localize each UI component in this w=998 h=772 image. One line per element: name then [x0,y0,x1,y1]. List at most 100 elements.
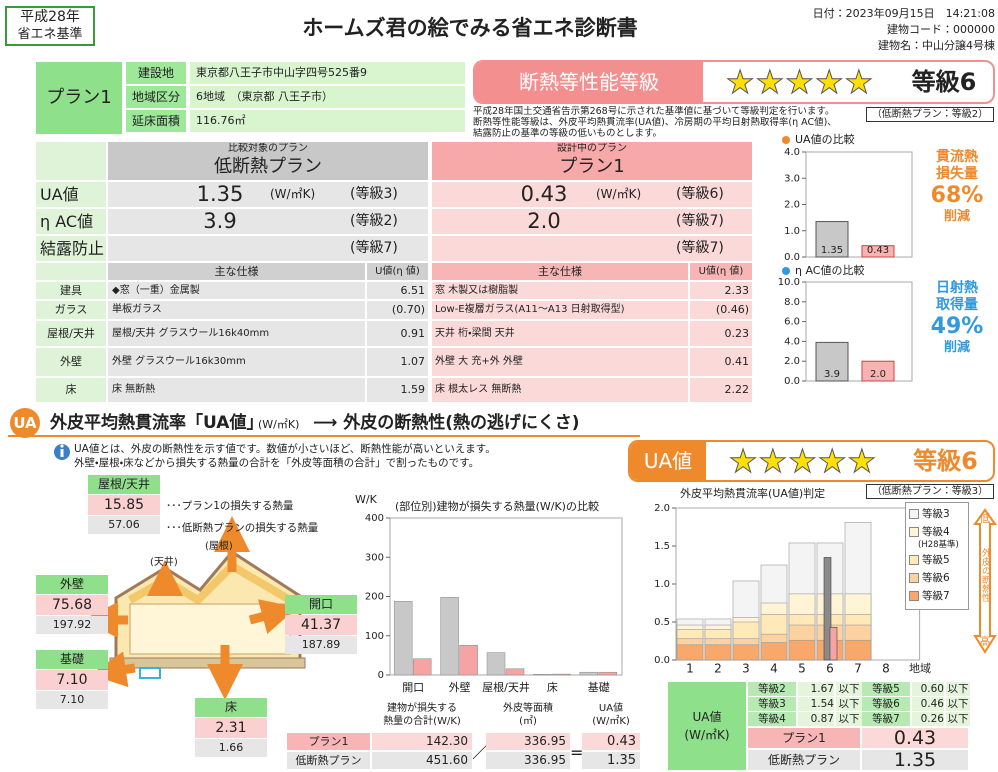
operator: ／ [472,738,486,768]
x-tick-label: 6 [826,662,834,676]
value: 336.95 [486,752,570,769]
grade-cell: 以下 [946,697,970,711]
heading: ⟶ 外皮の断熱性(熱の逃げにくさ) [313,413,580,433]
y-tick-label: 1.5 [654,541,670,552]
grade: 等級6 [913,447,978,475]
era: 平成28年 [20,9,80,25]
scale-note: 外皮の断熱性 [980,548,990,602]
plan-header: 低断熱プラン [214,156,322,177]
plan-label: 低断熱プラン [748,750,860,770]
y-tick-label: 0.0 [654,655,670,666]
grade-cell: 等級3 [748,697,796,711]
tag: （低断熱プラン：等級2） [866,107,994,122]
standard: 省エネ基準 [17,27,83,42]
cell [108,236,428,261]
grade-cell: 等級7 [862,712,910,726]
low-value: 7.10 [36,691,108,709]
plan-value: 116.76㎡ [190,110,465,132]
cell [108,182,428,207]
grade-cell: 以下 [836,682,862,696]
y-tick-label: 0.0 [784,252,800,263]
legend-label: 等級3 [922,508,950,520]
bar [552,673,571,676]
x-tick-label: 4 [770,662,778,676]
legend-label: 等級5 [922,554,950,566]
banner [628,440,995,482]
y-tick-label: 300 [365,552,384,563]
cell [36,263,106,280]
info: UA値とは、外皮の断熱性を示す値です。数値が小さいほど、断熱性能が高いといえます… [74,443,496,455]
banner-title: 断熱等性能等級 [475,62,703,102]
legend-swatch [909,555,919,565]
plan-value: 1.35 [862,750,968,770]
x-tick-label: 開口 [402,681,424,694]
scale-arrow [973,508,997,654]
part-label: 床 [195,698,267,717]
note: 平成28年国土交通省告示第268号に示された基準値に基づいて等級判定を行います。 [473,106,835,117]
note: 日射熱 取得量 [936,280,978,313]
spec-value: 1.59 [367,378,428,402]
spec: 外壁 グラスウール16k30mm [108,348,365,376]
plan-value: 6地域 （東京都 八王子市） [190,86,465,108]
bar [760,642,788,661]
info: 外壁・屋根・床などから損失する熱量の合計を「外皮等面積の合計」で割ったものです。 [74,457,480,469]
note: 貫流熱 損失量 [936,149,978,182]
part-label: 基礎 [36,650,108,669]
bar [579,671,599,676]
low-value: 187.89 [285,636,357,654]
bar [486,652,506,676]
grade: (等級3) [350,186,398,202]
scale-low: 低 [979,512,991,525]
plan-value: 0.43 [862,728,968,748]
y-tick-label: 4.0 [784,336,800,347]
bar [676,644,704,661]
reduction: 68% [930,183,984,208]
plan-name: プラン1 [36,62,122,134]
value: 451.60 [372,752,472,769]
grade: (等級2) [350,213,398,229]
spec-value: 2.33 [690,282,752,299]
grade: 等級6 [911,68,977,96]
y-tick-label: 2.0 [784,200,800,211]
header: UA値 (W/㎡K) [582,702,640,730]
part: 建具 [36,282,106,299]
cell [108,209,428,234]
spec-value: (0.46) [690,301,752,319]
spec-value: (0.70) [367,301,428,319]
row-label: η AC値 [36,209,106,234]
spec-header: 主な仕様 [432,263,688,280]
value-header: U値(η 値) [367,263,428,280]
tag: （低断熱プラン：等級3） [866,484,994,499]
banner [473,60,995,104]
value-label: 1.35 [821,245,843,256]
y-tick-label: 0 [378,670,384,681]
value: 3.9 [203,209,237,233]
plan-value: 2.31 [195,718,267,738]
spec-value: 0.41 [690,348,752,376]
low-value: 57.06 [88,516,160,534]
y-tick-label: 1.0 [784,226,800,237]
grade: (等級7) [676,240,724,256]
part: 床 [36,378,106,402]
reduction-label: 削減 [943,340,970,355]
chart-title: (部位別)建物が損失する熱量(W/K)の比較 [395,500,599,513]
grade-cell: 0.87 [798,712,834,726]
y-tick-label: 0.0 [784,376,800,387]
y-tick-label: 10.0 [778,277,800,288]
bar [598,671,618,676]
grade: (等級7) [350,240,398,256]
row-label: UA値 [36,182,106,207]
ua-icon [10,408,40,438]
reduction-label: 削減 [943,209,970,224]
bar [732,644,760,661]
grade-cell: 1.67 [798,682,834,696]
plan-value: 7.10 [36,670,108,690]
part-label: 屋根/天井 [88,475,160,494]
plan-value: 75.68 [36,595,108,615]
spec: 屋根/天井 グラスウール16k40mm [108,321,365,346]
operator: = [570,743,582,762]
plan-label: 建設地 [126,62,186,84]
grade-cell: 等級6 [862,697,910,711]
info-icon [60,444,64,448]
scale-high: 高 [979,635,991,648]
